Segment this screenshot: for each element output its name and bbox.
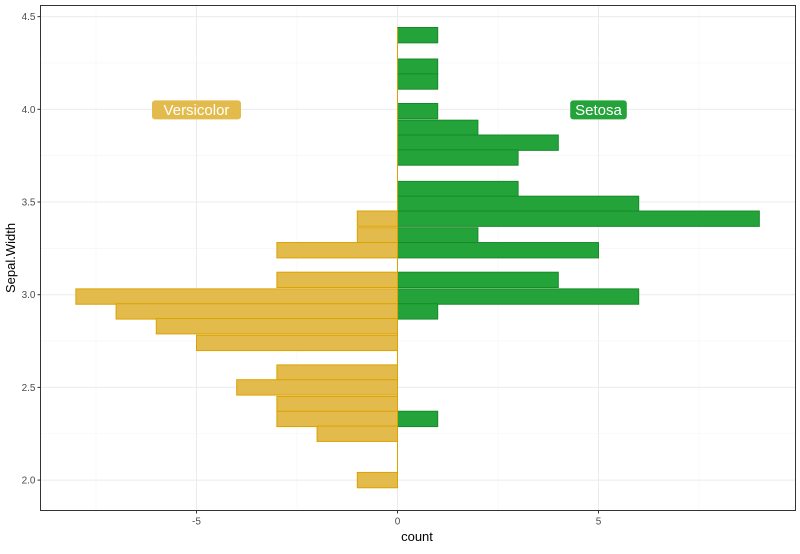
bar-setosa <box>396 303 439 320</box>
bar-versicolor <box>356 227 398 244</box>
y-tick-label: 4.0 <box>22 105 36 116</box>
bars <box>75 26 760 489</box>
bar-versicolor <box>155 318 398 335</box>
bar-versicolor <box>75 288 398 305</box>
annotations: Versicolor Setosa <box>151 100 627 120</box>
bar-versicolor <box>356 210 398 227</box>
bar-setosa <box>396 242 600 259</box>
bar-versicolor <box>115 303 398 320</box>
annotation-box <box>570 100 627 120</box>
x-tick-label: -5 <box>192 517 201 528</box>
bar-versicolor <box>276 364 398 381</box>
bar-setosa <box>396 102 439 120</box>
bar-setosa <box>396 210 760 227</box>
x-tick-label: 5 <box>596 517 602 528</box>
y-tick-label: 4.5 <box>22 12 36 23</box>
bar-setosa <box>396 58 439 75</box>
y-tick-label: 3.5 <box>22 198 36 209</box>
bar-versicolor <box>276 271 398 289</box>
bar-versicolor <box>236 379 398 396</box>
x-axis-label: count <box>401 529 433 544</box>
annotation-box <box>151 100 241 120</box>
panel-border <box>40 5 796 511</box>
bar-setosa <box>396 119 479 137</box>
bar-versicolor <box>276 395 398 413</box>
y-tick-label: 2.5 <box>22 383 36 394</box>
bar-versicolor <box>195 334 398 352</box>
bar-setosa <box>396 149 519 166</box>
bar-versicolor <box>316 425 398 442</box>
bar-setosa <box>396 410 439 428</box>
bar-versicolor <box>356 471 398 489</box>
bar-versicolor <box>276 410 398 428</box>
y-axis-label: Sepal.Width <box>3 223 18 293</box>
annotation-label: Versicolor <box>164 102 230 119</box>
bar-setosa <box>396 227 479 244</box>
bar-setosa <box>396 134 559 151</box>
x-tick-label: 0 <box>395 517 401 528</box>
bar-setosa <box>396 180 519 198</box>
bar-setosa <box>396 288 640 305</box>
annotation-label: Setosa <box>575 102 622 119</box>
bar-setosa <box>396 271 559 289</box>
axes: -5 0 5 2.0 2.5 3.0 3.5 4.0 4.5 <box>22 12 602 527</box>
bar-setosa <box>396 195 640 213</box>
y-tick-label: 3.0 <box>22 290 36 301</box>
bar-setosa <box>396 26 439 44</box>
y-tick-label: 2.0 <box>22 476 36 487</box>
bar-setosa <box>396 73 439 90</box>
bar-versicolor <box>276 242 398 259</box>
